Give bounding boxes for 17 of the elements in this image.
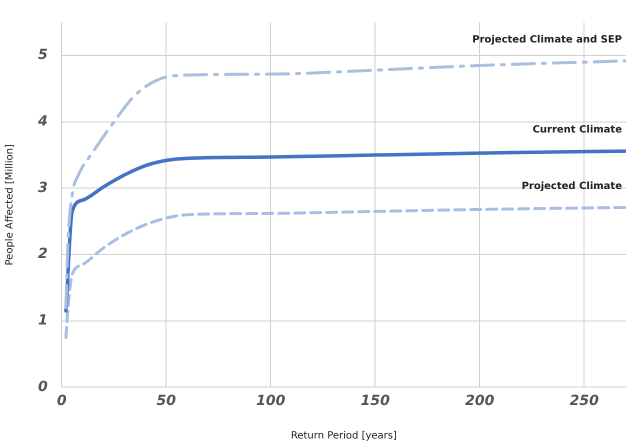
y-tick-label: 1 — [38, 312, 48, 329]
x-tick-label: 200 — [465, 393, 495, 410]
x-tick-label: 150 — [360, 393, 390, 410]
y-tick-label: 5 — [38, 47, 48, 64]
series-label: Projected Climate and SEP — [472, 34, 622, 46]
y-tick-label: 3 — [38, 180, 48, 196]
x-tick-label: 250 — [570, 393, 600, 410]
y-tick-label: 0 — [38, 378, 48, 395]
y-axis-title: People Affected [Million] — [4, 144, 16, 266]
y-tick-label: 2 — [38, 246, 48, 262]
series-label: Current Climate — [532, 124, 622, 136]
x-tick-label: 0 — [56, 393, 67, 410]
x-axis-title: Return Period [years] — [290, 430, 397, 442]
y-tick-label: 4 — [36, 114, 48, 130]
x-tick-label: 100 — [256, 393, 286, 410]
x-tick-label: 50 — [156, 393, 176, 410]
series-label: Projected Climate — [522, 181, 622, 192]
